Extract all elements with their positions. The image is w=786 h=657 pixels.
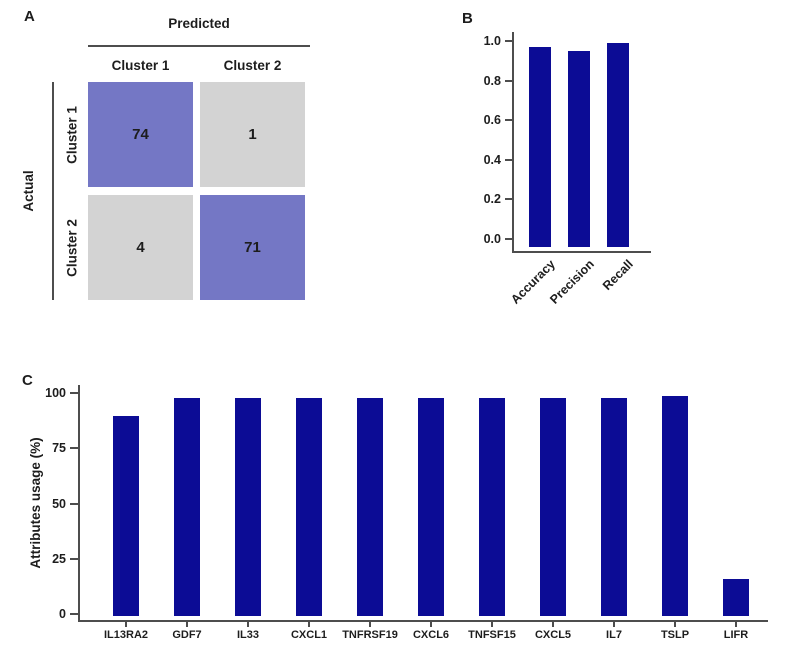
panel-c-bar-tslp [662, 396, 688, 616]
panel-b-y-tick-mark [505, 238, 512, 240]
panel-b-bar-recall [607, 42, 629, 247]
panel-b-y-tick-label: 1.0 [483, 34, 501, 48]
predicted-axis-title: Predicted [168, 16, 230, 31]
panel-a-label: A [24, 8, 36, 25]
row-header-cluster2: Cluster 2 [64, 219, 80, 277]
panel-b-y-tick-label: 0.6 [483, 113, 501, 128]
panel-c-x-tick-mark [308, 622, 310, 627]
panel-c-bar-tnfrsf19 [357, 398, 383, 616]
panel-c-y-tick-label: 0 [59, 607, 66, 621]
panel-c-x-tick-mark [552, 622, 554, 627]
matrix-cell-value: 74 [132, 126, 149, 143]
matrix-cell-actual2-pred1: 4 [88, 195, 193, 300]
panel-c-x-tick-mark [125, 622, 127, 627]
predicted-underline [88, 45, 310, 47]
panel-c-x-tick-label: TNFSF15 [468, 629, 516, 641]
panel-c-bar-il7 [601, 398, 627, 616]
actual-axis-line [52, 82, 54, 300]
panel-c-bar-il33 [235, 398, 261, 616]
panel-c-y-axis-line [78, 385, 80, 621]
panel-b-x-axis-line [512, 251, 651, 253]
panel-b-y-tick-label: 0.2 [483, 192, 501, 207]
matrix-cell-value: 71 [244, 239, 261, 256]
panel-c-x-tick-label: IL33 [236, 629, 259, 641]
panel-c-y-tick-mark [70, 502, 78, 505]
actual-axis-title: Actual [21, 170, 36, 212]
panel-c-bar-lifr [723, 578, 749, 616]
panel-b-x-tick-label: Accuracy [508, 257, 558, 307]
panel-b-y-tick-mark [505, 158, 512, 161]
panel-c-x-tick-label: GDF7 [172, 629, 202, 641]
matrix-cell-actual1-pred2: 1 [200, 82, 305, 187]
row-header-cluster1: Cluster 1 [64, 106, 80, 164]
panel-c-x-tick-mark [674, 622, 676, 627]
panel-b-x-tick-label: Precision [547, 257, 597, 307]
col-header-cluster1: Cluster 1 [111, 58, 170, 73]
panel-c-label: C [22, 372, 34, 389]
panel-c-y-tick-mark [70, 557, 78, 560]
panel-c-x-tick-mark [735, 622, 737, 627]
panel-c-x-tick-mark [491, 622, 493, 627]
panel-b-y-tick-label: 0.8 [483, 73, 501, 88]
panel-b-label: B [462, 10, 474, 27]
matrix-cell-value: 1 [248, 126, 257, 143]
panel-c-x-tick-label: IL7 [606, 629, 622, 641]
panel-c-x-tick-mark [186, 622, 188, 627]
panel-b-y-tick-label: 0.0 [483, 232, 501, 246]
panel-b-y-tick-mark [505, 119, 512, 122]
matrix-cell-actual1-pred1: 74 [88, 82, 193, 187]
col-header-cluster2: Cluster 2 [223, 58, 282, 73]
panel-c-x-tick-label: LIFR [723, 629, 749, 641]
panel-b-y-axis-line [512, 32, 514, 253]
panel-b-y-tick-mark [505, 40, 512, 42]
panel-c-y-tick-label: 100 [45, 386, 66, 400]
panel-c-x-tick-mark [369, 622, 371, 627]
panel-c-x-tick-label: TNFRSF19 [342, 629, 398, 641]
panel-c-bar-cxcl6 [418, 398, 444, 616]
panel-c-x-tick-label: CXCL1 [290, 629, 328, 641]
panel-c-y-tick-mark [70, 447, 78, 450]
matrix-cell-value: 4 [136, 239, 145, 256]
matrix-cell-actual2-pred2: 71 [200, 195, 305, 300]
panel-b-x-tick-label: Recall [599, 257, 636, 293]
panel-c-x-tick-mark [247, 622, 249, 627]
panel-c-bar-tnfsf15 [479, 398, 505, 616]
panel-c-x-tick-mark [430, 622, 432, 627]
panel-b-y-tick-label: 0.4 [483, 152, 501, 167]
panel-c-y-tick-mark [70, 613, 78, 615]
panel-c-bar-cxcl5 [540, 398, 566, 616]
panel-c-x-tick-label: TSLP [660, 629, 690, 641]
panel-c-x-tick-label: CXCL6 [412, 629, 450, 641]
panel-c-x-tick-mark [613, 622, 615, 627]
panel-c-x-tick-label: CXCL5 [534, 629, 572, 641]
panel-b-bar-precision [568, 50, 590, 247]
panel-b-y-tick-mark [505, 198, 512, 201]
panel-b-y-tick-mark [505, 79, 512, 82]
panel-c-bar-cxcl1 [296, 398, 322, 616]
panel-b-bar-accuracy [529, 46, 551, 247]
panel-c-bar-il13ra2 [113, 415, 139, 616]
panel-c-x-tick-label: IL13RA2 [103, 629, 149, 641]
panel-c-y-tick-mark [70, 392, 78, 394]
panel-c-bar-gdf7 [174, 398, 200, 616]
panel-c-x-axis-line [78, 620, 768, 622]
panel-c-y-axis-title: Attributes usage (%) [28, 437, 43, 569]
